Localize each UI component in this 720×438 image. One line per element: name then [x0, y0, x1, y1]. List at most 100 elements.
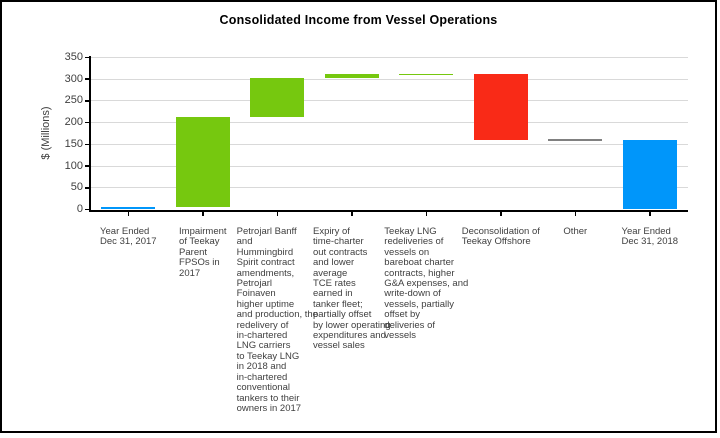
y-tick-mark [84, 165, 91, 167]
x-axis-label: Expiry of time-charter out contracts and lo… [312, 226, 391, 352]
y-tick-mark [84, 100, 91, 102]
x-axis-label-line: in-chartered [236, 330, 288, 342]
gridline [91, 78, 688, 80]
x-axis-label-line: contracts, higher [384, 267, 455, 279]
x-axis-label-line: Dec 31, 2017 [100, 236, 157, 248]
y-tick-label: 50 [70, 181, 83, 194]
x-tick-mark [500, 211, 502, 216]
x-axis-label-line: expenditures and [312, 330, 386, 342]
waterfall-bar-5 [399, 73, 454, 76]
gridline [91, 187, 688, 189]
gridline [91, 100, 688, 102]
x-axis-label-line: out contracts [312, 246, 368, 258]
x-axis-label-line: Other [563, 226, 588, 237]
x-axis-label-line: Year Ended [100, 226, 150, 237]
y-tick-mark [84, 56, 91, 59]
x-axis-line [89, 209, 688, 212]
x-axis-label-line: Spirit contract [236, 257, 295, 269]
y-tick-label: 0 [76, 203, 83, 215]
x-axis-label-line: Teekay LNG [384, 226, 437, 237]
gridline [91, 57, 688, 58]
x-axis-label-line: FPSOs in [179, 257, 220, 269]
gridline [91, 143, 688, 145]
waterfall-bar-2 [175, 117, 230, 207]
x-axis-label: Impairment of Teekay Parent FPSOs in 2017 [179, 226, 227, 279]
waterfall-bar-6 [473, 74, 528, 140]
y-tick-mark [84, 121, 91, 124]
x-axis-label-line: time-charter [312, 236, 364, 248]
x-axis-label-line: Deconsolidation of [461, 226, 540, 237]
x-axis-label: Petrojarl Banff and Hummingbird Spirit cont… [236, 226, 318, 414]
x-tick-mark [649, 211, 651, 216]
x-axis-label-line: Petrojarl Banff [236, 226, 297, 237]
y-axis-line [89, 56, 91, 212]
x-axis-label-line: vessels, partially [384, 298, 455, 310]
x-axis-label-line: redelivery of [236, 319, 289, 331]
x-axis-label-line: of Teekay [179, 236, 220, 248]
x-axis-label-line: tankers to their [236, 392, 300, 404]
x-axis-label-line: Parent [179, 246, 208, 258]
x-axis-label: Deconsolidation of Teekay Offshore [461, 226, 540, 248]
x-axis-label-line: and [236, 236, 253, 248]
x-axis-label-line: write-down of [384, 288, 441, 300]
x-axis-label-line: offset by [384, 309, 421, 321]
x-tick-mark [574, 211, 577, 216]
waterfall-bar-1 [101, 206, 156, 210]
x-axis-label-line: earned in [312, 288, 353, 300]
gridline [91, 165, 688, 167]
x-axis-label-line: bareboat charter [384, 257, 455, 269]
y-tick-mark [84, 208, 91, 211]
y-tick-mark [84, 78, 91, 80]
x-axis-label-line: Foinaven [236, 288, 276, 300]
x-axis-label-line: tanker fleet; [312, 298, 363, 310]
x-axis-label-line: redeliveries of [384, 236, 444, 248]
x-tick-mark [202, 211, 204, 216]
x-axis-label-line: 2017 [179, 267, 201, 279]
x-axis-label-line: vessel sales [312, 340, 365, 352]
y-tick-label: 200 [64, 116, 83, 129]
y-tick-mark [84, 187, 91, 189]
y-tick-label: 150 [64, 137, 83, 150]
x-axis-label-line: in-chartered [236, 371, 288, 383]
x-axis-label: Other [563, 226, 588, 237]
waterfall-bar-8 [622, 139, 677, 210]
x-tick-mark [276, 211, 279, 216]
y-axis-title: $ (Millions) [40, 106, 52, 160]
x-axis-label-line: and production, the [236, 309, 318, 321]
x-axis-label-line: Expiry of [312, 226, 350, 237]
x-axis-label-line: vessels [384, 330, 416, 342]
x-axis-label-line: in 2018 and [236, 361, 287, 373]
x-axis-label-line: to Teekay LNG [236, 350, 300, 362]
x-axis-label-line: Petrojarl [236, 278, 272, 290]
x-tick-mark [127, 211, 130, 216]
x-tick-mark [351, 211, 353, 216]
x-axis-label-line: by lower operating [312, 319, 391, 331]
x-axis-label-line: amendments, [236, 267, 295, 279]
x-axis-label-line: partially offset [312, 309, 372, 321]
waterfall-bar-7 [548, 139, 603, 141]
chart-title: Consolidated Income from Vessel Operatio… [219, 13, 498, 27]
x-axis-label-line: conventional [236, 382, 290, 394]
y-tick-label: 300 [64, 72, 83, 85]
y-tick-mark [84, 143, 91, 146]
x-axis-label-line: Year Ended [621, 226, 671, 237]
x-axis-label-line: average [312, 267, 348, 279]
x-axis-label: Year Ended Dec 31, 2018 [621, 226, 679, 248]
x-axis-label-line: Impairment [179, 226, 227, 237]
y-tick-label: 250 [64, 94, 83, 107]
x-axis-label-line: vessels on [384, 246, 430, 258]
x-axis-label-line: LNG carriers [236, 340, 291, 352]
x-axis-label-line: Dec 31, 2018 [621, 236, 679, 248]
x-tick-mark [425, 211, 428, 216]
x-axis-label: Teekay LNG redeliveries of vessels on bareb… [384, 226, 468, 342]
waterfall-bar-3 [250, 77, 305, 118]
y-tick-label: 350 [64, 51, 83, 63]
x-axis-label-line: deliveries of [384, 319, 436, 331]
x-axis-label-line: and lower [312, 257, 355, 269]
x-axis-label: Year Ended Dec 31, 2017 [100, 226, 157, 248]
waterfall-bar-4 [324, 74, 379, 78]
gridline [91, 122, 688, 124]
x-axis-label-line: TCE rates [312, 278, 356, 290]
